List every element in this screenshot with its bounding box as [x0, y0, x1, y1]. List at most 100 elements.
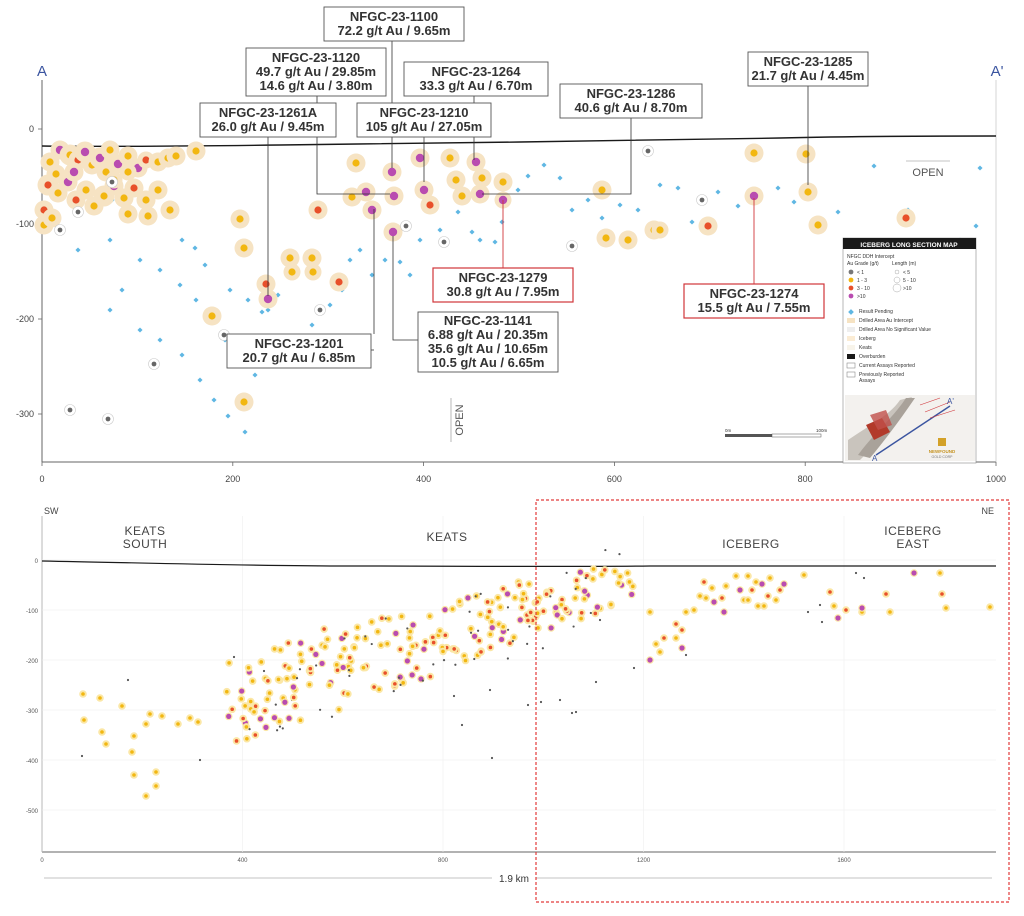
callout-line: 49.7 g/t Au / 29.85m [256, 64, 376, 79]
bottom-intercept-dot [489, 619, 494, 624]
bottom-no-value-dot [488, 688, 492, 692]
bottom-intercept-dot [286, 641, 291, 645]
intercept-dot [124, 152, 132, 160]
bottom-intercept-dot [479, 650, 483, 654]
bottom-intercept-dot [144, 722, 148, 726]
callout-line: 26.0 g/t Au / 9.45m [212, 119, 325, 134]
legend-item-label: Drilled Area No Significant Value [859, 327, 931, 333]
bottom-no-value-dot [820, 620, 824, 624]
bottom-no-value-dot [278, 725, 282, 728]
bottom-no-value-dot [399, 683, 402, 686]
bottom-intercept-dot [372, 685, 376, 689]
intercept-dot [263, 294, 273, 304]
legend-item-label: Overburden [859, 354, 886, 360]
bottom-intercept-dot [471, 633, 478, 639]
legend-length-label: 5 - 10 [903, 278, 916, 284]
bottom-x-tick-label: 0 [40, 858, 44, 864]
pending-marker [657, 182, 663, 188]
intercept-dot [130, 184, 138, 192]
pending-marker [382, 257, 388, 263]
bottom-intercept-dot [188, 716, 192, 720]
bottom-intercept-dot [263, 724, 269, 730]
bottom-intercept-dot [536, 626, 540, 630]
bottom-intercept-dot [245, 736, 249, 741]
intercept-dot [90, 202, 98, 210]
bottom-no-value-dot [392, 690, 395, 693]
bottom-intercept-dot [501, 625, 505, 629]
pending-marker [515, 187, 521, 193]
intercept-dot [348, 193, 356, 201]
bottom-intercept-dot [369, 620, 374, 624]
bottom-intercept-dot [609, 602, 613, 607]
bottom-no-value-dot [526, 703, 530, 707]
callout-line: 72.2 g/t Au / 9.65m [338, 23, 451, 38]
bottom-no-value-dot [632, 666, 636, 670]
intercept-dot [314, 206, 322, 214]
bottom-intercept-dot [421, 646, 427, 652]
bottom-no-value-dot [574, 587, 577, 590]
bottom-intercept-dot [559, 602, 564, 607]
callout-line: 21.7 g/t Au / 4.45m [752, 68, 865, 83]
bottom-intercept-dot [710, 586, 714, 590]
pending-marker [437, 227, 443, 233]
bottom-intercept-dot [290, 684, 296, 690]
legend-length-swatch [894, 269, 900, 275]
bottom-intercept-dot [387, 617, 391, 621]
legend-grade-label: 3 - 10 [857, 286, 870, 292]
bottom-intercept-dot [298, 640, 304, 646]
bottom-intercept-dot [940, 592, 944, 596]
intercept-dot [166, 206, 174, 214]
pending-marker [197, 377, 203, 383]
legend-lengths: < 5 5 - 10 >10 [892, 269, 916, 293]
bottom-no-value-dot [474, 595, 477, 598]
pending-marker [973, 223, 979, 229]
bottom-intercept-dot [613, 569, 617, 574]
pending-marker [327, 302, 333, 308]
intercept-dot [814, 221, 822, 229]
bottom-intercept-dot [680, 628, 684, 632]
pending-marker [407, 272, 413, 278]
intercept-dot [750, 149, 758, 157]
bottom-intercept-dot [291, 695, 296, 700]
bottom-intercept-dot [488, 632, 493, 637]
bottom-intercept-dot [504, 591, 511, 597]
bottom-intercept-dot [465, 595, 471, 601]
bottom-intercept-dot [526, 618, 530, 623]
bottom-intercept-dot [339, 635, 345, 641]
bottom-intercept-dot [399, 614, 404, 619]
bottom-no-value-dot [479, 592, 482, 595]
bottom-intercept-dot [248, 699, 253, 704]
bottom-intercept-dot [298, 718, 303, 723]
intercept-dot [124, 168, 132, 176]
pending-marker [541, 162, 547, 168]
intercept-dot [262, 280, 270, 288]
no-value-dot [57, 227, 63, 233]
intercept-dot [704, 222, 712, 230]
bottom-intercept-dot [337, 707, 341, 712]
zone-label: ICEBERG EAST [884, 524, 942, 551]
intercept-dot [602, 234, 610, 242]
bottom-no-value-dot [549, 595, 552, 598]
bottom-intercept-dot [298, 652, 303, 657]
section-start-label: A [37, 63, 47, 80]
pending-marker [119, 287, 125, 293]
bottom-no-value-dot [506, 606, 510, 609]
pending-marker [177, 282, 183, 288]
bottom-no-value-dot [126, 678, 130, 682]
intercept-dot [172, 152, 180, 160]
callout-line: NFGC-23-1120 [272, 50, 360, 65]
bottom-intercept-dot [239, 697, 244, 701]
open-right-label: OPEN [912, 167, 943, 179]
bottom-no-value-dot [295, 677, 299, 680]
bottom-intercept-dot [548, 625, 554, 631]
callout-line: NFGC-23-1286 [587, 86, 676, 101]
intercept-dot [308, 254, 316, 262]
bottom-intercept-dot [778, 588, 782, 592]
bottom-intercept-dot [766, 594, 770, 598]
bottom-no-value-dot [806, 610, 810, 614]
bottom-intercept-dot [554, 612, 560, 618]
bottom-intercept-dot [379, 643, 383, 648]
bottom-no-value-dot [232, 655, 236, 659]
